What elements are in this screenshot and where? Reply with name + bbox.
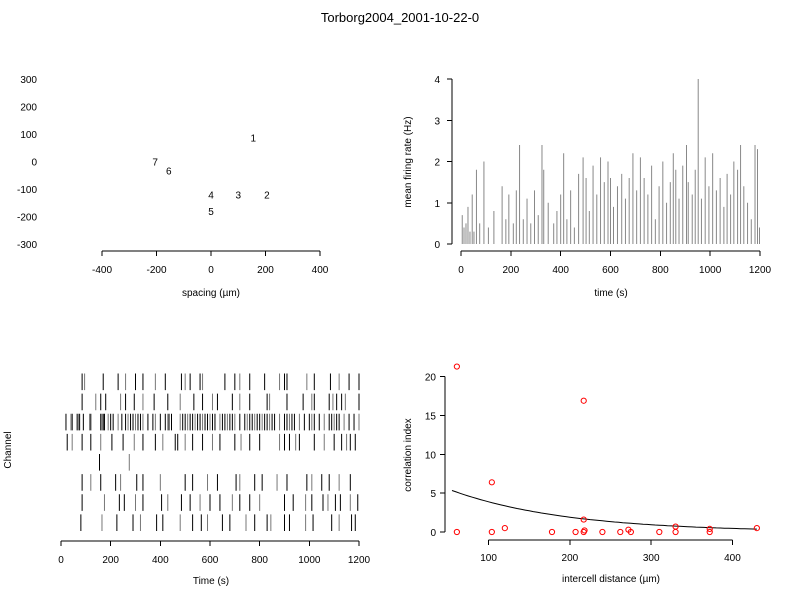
- electrode-label: 6: [166, 167, 172, 178]
- y-tick-label: 10: [425, 450, 437, 461]
- x-tick-label: 400: [312, 265, 329, 276]
- x-tick-label: 1000: [699, 265, 722, 276]
- y-tick-label: 15: [425, 411, 437, 422]
- electrode-label: 3: [235, 191, 241, 202]
- spike-raster-panel: 0 200 400 600 800 1000 1200 Time (s) Channel: [3, 373, 371, 587]
- spike-raster-xlabel: Time (s): [193, 576, 229, 587]
- correlation-point: [488, 528, 495, 536]
- correlation-xlabel: intercell distance (µm): [562, 574, 660, 585]
- correlation-panel: 100 200 300 400 0 5 10 15 20 intercell distance …: [403, 363, 760, 585]
- y-tick-label: -300: [17, 240, 37, 251]
- y-tick-label: 0: [31, 158, 37, 169]
- correlation-axes: 100 200 300 400 0 5 10 15 20: [425, 373, 741, 564]
- correlation-point: [672, 528, 679, 536]
- x-tick-label: 600: [602, 265, 619, 276]
- y-tick-label: -100: [17, 185, 37, 196]
- x-tick-label: 400: [552, 265, 569, 276]
- correlation-point: [617, 528, 624, 536]
- x-tick-label: 1200: [348, 555, 371, 566]
- firing-rate-xlabel: time (s): [594, 288, 627, 299]
- page-title: Torborg2004_2001-10-22-0: [321, 10, 479, 25]
- correlation-point: [706, 525, 713, 532]
- correlation-ylabel: correlation index: [403, 418, 414, 491]
- x-tick-label: 100: [480, 553, 497, 564]
- correlation-point: [453, 528, 460, 536]
- correlation-point: [627, 528, 634, 536]
- electrode-label: 4: [208, 191, 214, 202]
- correlation-point: [488, 479, 495, 486]
- y-tick-label: 2: [434, 158, 440, 169]
- y-tick-label: 1: [434, 199, 440, 210]
- electrode-layout-panel: 1 2 3 4 5 67 -400 -200 0 200 400 -300 -200 -100 0 100 2…: [17, 75, 329, 299]
- firing-rate-axes: 0 200 400 600 800 1000 1200 0 1 2 3 4: [434, 75, 771, 276]
- correlation-point: [580, 397, 587, 404]
- x-tick-label: 1000: [298, 555, 321, 566]
- correlation-point: [753, 525, 760, 532]
- correlation-point: [581, 527, 588, 534]
- x-tick-label: 400: [724, 553, 741, 564]
- electrode-points: 1 2 3 4 5 67: [152, 133, 270, 218]
- correlation-point: [656, 528, 663, 536]
- firing-rate-panel: 0 200 400 600 800 1000 1200 0 1 2 3 4 time (s) mean…: [403, 75, 772, 299]
- electrode-label: 5: [208, 207, 214, 218]
- x-tick-label: 300: [643, 553, 660, 564]
- electrode-label: 2: [264, 191, 270, 202]
- x-tick-label: 200: [257, 265, 274, 276]
- x-tick-label: 200: [502, 265, 519, 276]
- x-tick-label: -200: [146, 265, 166, 276]
- electrode-layout-xlabel: spacing (µm): [182, 288, 240, 299]
- correlation-point: [580, 516, 587, 523]
- correlation-point: [548, 528, 556, 536]
- y-tick-label: -200: [17, 213, 37, 224]
- spike-raster-axes: 0 200 400 600 800 1000 1200: [58, 540, 371, 566]
- y-tick-label: 100: [20, 130, 37, 141]
- spike-raster-ticks: [65, 373, 360, 531]
- electrode-label: 7: [152, 158, 158, 169]
- x-tick-label: 0: [208, 265, 214, 276]
- correlation-point: [706, 528, 713, 536]
- correlation-point: [572, 528, 579, 536]
- x-tick-label: 600: [202, 555, 219, 566]
- correlation-point: [453, 363, 460, 370]
- x-tick-label: 0: [458, 265, 464, 276]
- x-tick-label: 800: [652, 265, 669, 276]
- y-tick-label: 3: [434, 116, 440, 127]
- correlation-point: [501, 525, 508, 532]
- correlation-points: [453, 363, 760, 536]
- x-tick-label: 0: [58, 555, 64, 566]
- x-tick-label: 400: [152, 555, 169, 566]
- electrode-layout-axes: -400 -200 0 200 400 -300 -200 -100 0 100 200 300: [17, 75, 329, 276]
- x-tick-label: 200: [102, 555, 119, 566]
- y-tick-label: 0: [434, 240, 440, 251]
- correlation-fit: [451, 490, 757, 530]
- y-tick-label: 20: [425, 373, 437, 384]
- x-tick-label: -400: [92, 265, 112, 276]
- correlation-point: [599, 528, 606, 536]
- x-tick-label: 1200: [749, 265, 772, 276]
- x-tick-label: 800: [251, 555, 268, 566]
- firing-rate-ylabel: mean firing rate (Hz): [403, 116, 414, 207]
- y-tick-label: 5: [430, 489, 436, 500]
- y-tick-label: 4: [434, 75, 440, 86]
- spike-raster-ylabel: Channel: [3, 431, 14, 468]
- electrode-label: 1: [250, 133, 256, 144]
- y-tick-label: 200: [20, 103, 37, 114]
- firing-rate-bars: [461, 79, 761, 244]
- y-tick-label: 0: [430, 528, 436, 539]
- y-tick-label: 300: [20, 75, 37, 86]
- fit-curve: [451, 490, 757, 530]
- x-tick-label: 200: [562, 553, 579, 564]
